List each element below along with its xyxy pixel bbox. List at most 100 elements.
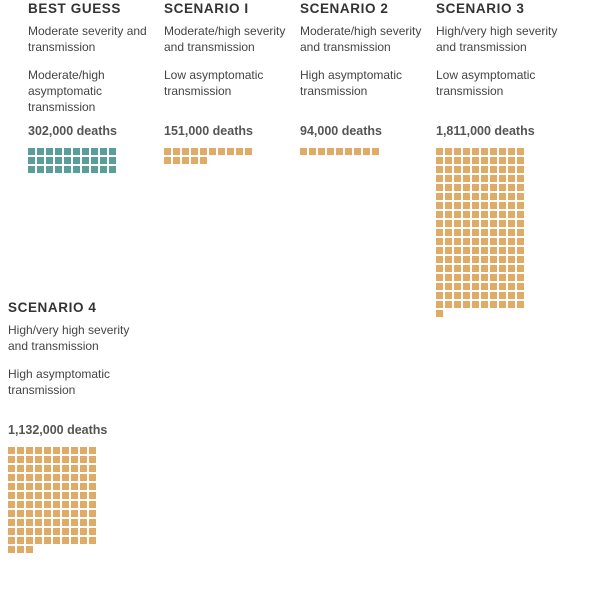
waffle-square [508, 238, 515, 245]
waffle-square [71, 456, 78, 463]
severity-transmission-text: Moderate/high severity and transmission [164, 24, 286, 54]
waffle-square [445, 157, 452, 164]
scenario-3: SCENARIO 3 High/very high severity and t… [436, 1, 571, 317]
waffle-square [454, 175, 461, 182]
waffle-square [490, 265, 497, 272]
waffle-square [508, 175, 515, 182]
waffle-square [64, 148, 71, 155]
severity-transmission-text: Moderate severity and transmission [28, 24, 147, 54]
waffle-square [191, 148, 198, 155]
waffle-square [490, 166, 497, 173]
waffle-square [62, 465, 69, 472]
waffle-square [55, 148, 62, 155]
waffle-square [17, 447, 24, 454]
waffle-square [436, 157, 443, 164]
waffle-square [508, 256, 515, 263]
waffle-square [62, 528, 69, 535]
waffle-square [445, 292, 452, 299]
waffle-square [454, 238, 461, 245]
waffle-square [71, 474, 78, 481]
waffle-square [454, 292, 461, 299]
waffle-square [472, 283, 479, 290]
waffle-square [481, 292, 488, 299]
waffle-square [454, 193, 461, 200]
waffle-square [463, 301, 470, 308]
scenario-title: SCENARIO 2 [300, 1, 389, 16]
waffle-square [472, 301, 479, 308]
waffle-square [71, 483, 78, 490]
waffle-square [89, 456, 96, 463]
waffle-square [463, 229, 470, 236]
waffle-square [454, 148, 461, 155]
waffle-square [436, 265, 443, 272]
waffle-square [436, 274, 443, 281]
waffle-square [245, 148, 252, 155]
waffle-square [17, 528, 24, 535]
waffle-square [454, 256, 461, 263]
waffle-square [62, 447, 69, 454]
waffle-square [436, 292, 443, 299]
waffle-square [481, 283, 488, 290]
waffle-square [80, 456, 87, 463]
waffle-square [490, 238, 497, 245]
waffle-square [62, 510, 69, 517]
waffle-square [8, 447, 15, 454]
waffle-square [508, 301, 515, 308]
waffle-square [53, 519, 60, 526]
waffle-square [481, 247, 488, 254]
scenario-1: SCENARIO I Moderate/high severity and tr… [164, 1, 299, 164]
waffle-square [472, 211, 479, 218]
waffle-square [80, 537, 87, 544]
waffle-square [164, 148, 171, 155]
waffle-square [445, 229, 452, 236]
waffle-square [481, 256, 488, 263]
waffle-square [71, 447, 78, 454]
waffle-square [89, 483, 96, 490]
waffle-square [499, 157, 506, 164]
waffle-square [445, 247, 452, 254]
waffle-square [517, 175, 524, 182]
waffle-square [17, 510, 24, 517]
waffle-square [508, 247, 515, 254]
waffle-square [35, 465, 42, 472]
waffle-square [481, 274, 488, 281]
waffle-square [454, 283, 461, 290]
waffle-square [44, 483, 51, 490]
waffle-square [481, 220, 488, 227]
waffle-square [445, 175, 452, 182]
waffle-square [445, 265, 452, 272]
waffle-square [89, 537, 96, 544]
deaths-label: 94,000 deaths [300, 124, 382, 138]
waffle-square [8, 510, 15, 517]
waffle-square [436, 175, 443, 182]
waffle-square [472, 274, 479, 281]
waffle-square [445, 256, 452, 263]
waffle-square [463, 193, 470, 200]
waffle-square [26, 546, 33, 553]
waffle-square [481, 229, 488, 236]
waffle-square [89, 528, 96, 535]
waffle-square [490, 184, 497, 191]
waffle-square [499, 193, 506, 200]
waffle-square [82, 166, 89, 173]
waffle-square [481, 265, 488, 272]
waffle-square [26, 456, 33, 463]
waffle-square [46, 148, 53, 155]
waffle-square [463, 283, 470, 290]
waffle-square [436, 148, 443, 155]
waffle-square [53, 483, 60, 490]
waffle-square [472, 220, 479, 227]
waffle-square [436, 247, 443, 254]
waffle-square [454, 166, 461, 173]
waffle-square [44, 456, 51, 463]
waffle-square [109, 148, 116, 155]
waffle-square [436, 193, 443, 200]
waffle-square [472, 193, 479, 200]
waffle-square [209, 148, 216, 155]
deaths-label: 151,000 deaths [164, 124, 253, 138]
waffle-square [44, 519, 51, 526]
waffle-square [71, 501, 78, 508]
waffle-square [499, 166, 506, 173]
waffle-square [44, 528, 51, 535]
waffle-square [445, 238, 452, 245]
